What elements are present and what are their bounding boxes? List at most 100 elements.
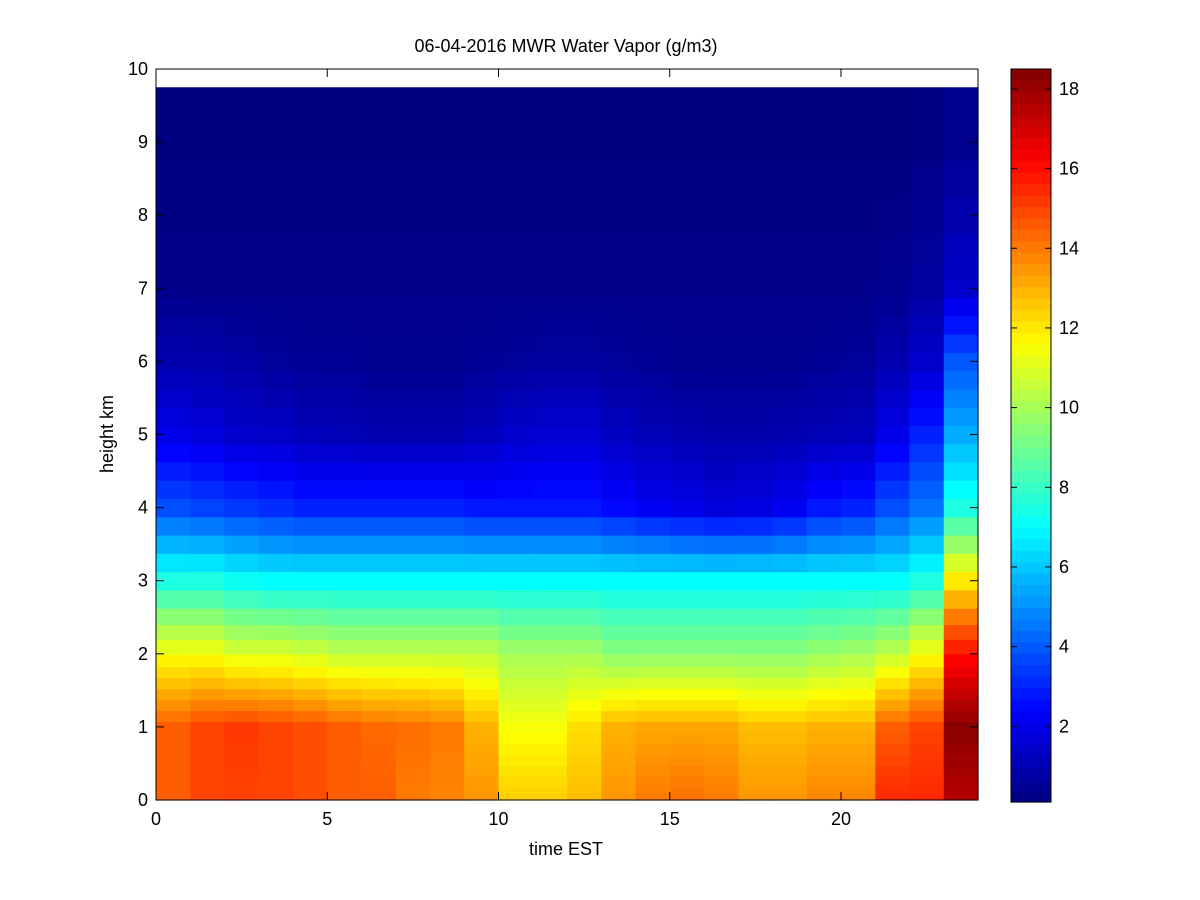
heatmap-cell <box>361 498 397 518</box>
heatmap-cell <box>943 776 979 786</box>
heatmap-cell <box>669 589 705 609</box>
heatmap-cell <box>909 732 945 744</box>
heatmap-cell <box>943 297 979 317</box>
heatmap-cell <box>395 279 431 299</box>
heatmap-cell <box>738 699 774 712</box>
heatmap-cell <box>875 260 911 280</box>
heatmap-cell <box>258 279 294 299</box>
heatmap-cell <box>738 388 774 408</box>
heatmap-cell <box>567 516 602 536</box>
heatmap-cell <box>669 535 705 554</box>
heatmap-cell <box>772 699 808 712</box>
heatmap-cell <box>532 315 568 335</box>
heatmap-cell <box>806 516 842 536</box>
heatmap-cell <box>293 352 328 372</box>
heatmap-cell <box>806 699 842 712</box>
heatmap-cell <box>772 608 808 626</box>
colorbar-step <box>1011 607 1051 620</box>
heatmap-cell <box>224 315 260 335</box>
heatmap-cell <box>875 297 911 317</box>
heatmap-cell <box>156 666 191 679</box>
heatmap-cell <box>224 743 260 755</box>
heatmap-cell <box>567 688 602 701</box>
heatmap-cell <box>156 160 191 198</box>
heatmap-cell <box>567 123 602 161</box>
heatmap-cell <box>498 699 534 712</box>
heatmap-cell <box>532 279 568 299</box>
heatmap-cell <box>943 653 979 668</box>
heatmap-cell <box>532 688 568 701</box>
heatmap-cell <box>909 535 945 554</box>
heatmap-cell <box>258 516 294 536</box>
heatmap-cell <box>430 352 465 372</box>
heatmap-cell <box>943 160 979 198</box>
heatmap-cell <box>327 425 363 445</box>
heatmap-cell <box>669 516 705 536</box>
heatmap-cell <box>258 315 294 335</box>
heatmap-cell <box>395 233 431 262</box>
colorbar-tick-label: 8 <box>1059 477 1069 497</box>
heatmap-cell <box>430 608 465 626</box>
heatmap-cell <box>635 352 671 372</box>
heatmap-cell <box>464 279 500 299</box>
colorbar-ticks: 2 4 6 8 10 12 14 16 18 <box>1011 79 1079 736</box>
heatmap-cell <box>772 233 808 262</box>
heatmap-cell <box>532 461 568 481</box>
heatmap-cell <box>361 639 397 655</box>
heatmap-cell <box>806 743 842 755</box>
heatmap-cell <box>395 535 431 554</box>
heatmap-cell <box>258 407 294 426</box>
colorbar-step <box>1011 458 1051 471</box>
heatmap-cell <box>190 608 226 626</box>
heatmap-cell <box>875 624 911 640</box>
heatmap-cell <box>669 608 705 626</box>
heatmap-cell <box>772 461 808 481</box>
heatmap-cell <box>704 688 739 701</box>
heatmap-cell <box>464 608 500 626</box>
heatmap-cell <box>258 792 294 801</box>
heatmap-cell <box>601 535 637 554</box>
heatmap-cells <box>156 87 979 801</box>
heatmap-cell <box>841 516 876 536</box>
heatmap-cell <box>669 498 705 518</box>
heatmap-cell <box>430 535 465 554</box>
heatmap-cell <box>943 710 979 723</box>
heatmap-cell <box>875 196 911 235</box>
heatmap-cell <box>258 535 294 554</box>
colorbar-step <box>1011 172 1051 185</box>
heatmap-cell <box>841 480 876 500</box>
heatmap-cell <box>532 535 568 554</box>
heatmap-cell <box>601 480 637 500</box>
heatmap-cell <box>464 315 500 335</box>
heatmap-cell <box>395 160 431 198</box>
heatmap-cell <box>224 721 260 733</box>
heatmap-cell <box>190 571 226 591</box>
y-tick-label: 8 <box>138 205 148 225</box>
heatmap-cell <box>704 407 739 426</box>
colorbar-step <box>1011 710 1051 723</box>
heatmap-cell <box>258 196 294 235</box>
x-tick-label: 0 <box>151 809 161 829</box>
heatmap-cell <box>224 297 260 317</box>
heatmap-cell <box>224 123 260 161</box>
heatmap-cell <box>498 785 534 794</box>
heatmap-cell <box>875 653 911 668</box>
heatmap-cell <box>156 624 191 640</box>
heatmap-cell <box>532 553 568 573</box>
heatmap-cell <box>464 571 500 591</box>
heatmap-cell <box>327 666 363 679</box>
heatmap-cell <box>635 87 671 125</box>
heatmap-cell <box>943 279 979 299</box>
colorbar-step <box>1011 194 1051 208</box>
heatmap-cell <box>738 732 774 744</box>
heatmap-cell <box>361 333 397 353</box>
heatmap-cell <box>567 608 602 626</box>
heatmap-cell <box>943 425 979 445</box>
heatmap-cell <box>498 608 534 626</box>
heatmap-cell <box>430 732 465 744</box>
heatmap-cell <box>361 315 397 335</box>
heatmap-cell <box>430 260 465 280</box>
heatmap-cell <box>841 461 876 481</box>
heatmap-cell <box>190 461 226 481</box>
